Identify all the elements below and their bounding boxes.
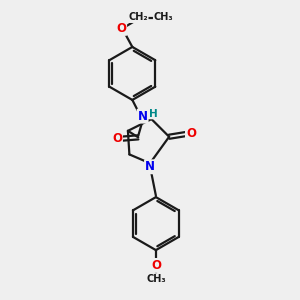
- Text: N: N: [145, 160, 155, 173]
- Text: CH₃: CH₃: [153, 13, 173, 22]
- Text: O: O: [116, 22, 126, 35]
- Text: CH₃: CH₃: [146, 274, 166, 284]
- Text: N: N: [138, 110, 148, 123]
- Text: O: O: [112, 132, 122, 145]
- Text: H: H: [149, 109, 158, 119]
- Text: CH₂: CH₂: [128, 13, 148, 22]
- Text: O: O: [151, 259, 161, 272]
- Text: O: O: [186, 127, 196, 140]
